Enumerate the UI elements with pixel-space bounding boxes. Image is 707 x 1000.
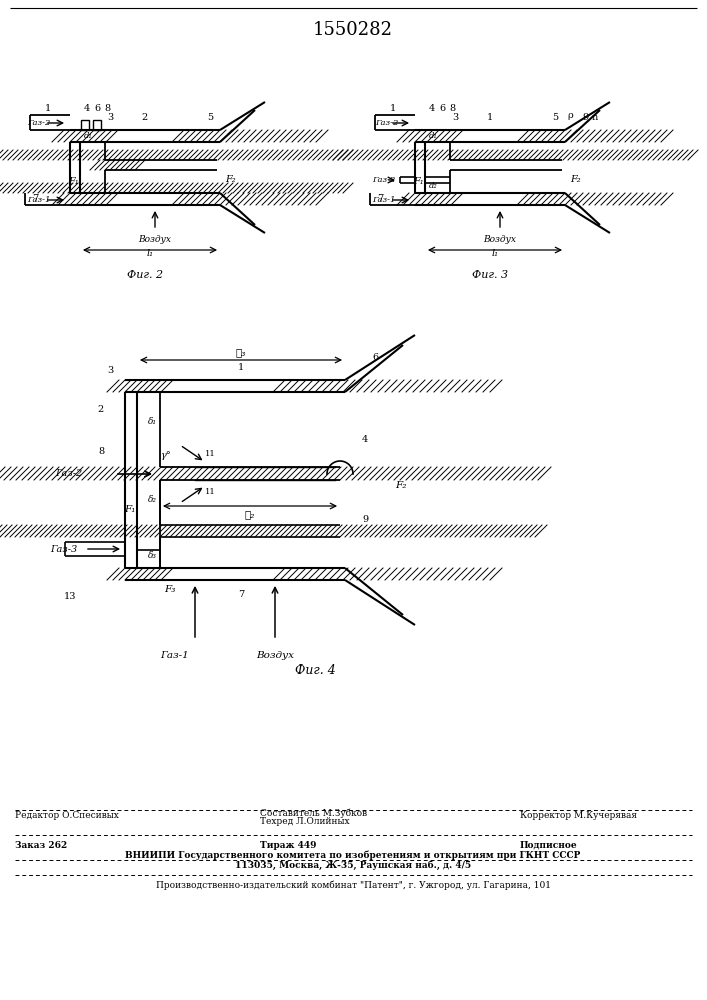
Text: d₁: d₁ — [428, 132, 438, 140]
Text: δ₂: δ₂ — [148, 495, 156, 504]
Text: Газ-2: Газ-2 — [375, 119, 398, 127]
Text: 4: 4 — [429, 104, 435, 113]
Text: F₁: F₁ — [68, 178, 78, 186]
Bar — [81, 120, 89, 130]
Text: δ₁: δ₁ — [148, 418, 156, 426]
Text: γ°: γ° — [160, 451, 170, 460]
Text: 1: 1 — [238, 363, 244, 372]
Text: 8: 8 — [98, 448, 104, 456]
Text: 2: 2 — [142, 113, 148, 122]
Text: Газ-1: Газ-1 — [372, 196, 395, 204]
Text: 9: 9 — [582, 113, 588, 122]
Text: 7: 7 — [238, 590, 244, 599]
Text: 1: 1 — [390, 104, 396, 113]
Text: Заказ 262: Заказ 262 — [15, 840, 67, 850]
Text: δ₃: δ₃ — [148, 552, 156, 560]
Text: Тираж 449: Тираж 449 — [260, 840, 317, 850]
Text: Корректор М.Кучерявая: Корректор М.Кучерявая — [520, 812, 637, 820]
Text: Газ-1: Газ-1 — [160, 650, 189, 660]
Text: F₂: F₂ — [570, 176, 580, 184]
Text: F₁: F₁ — [124, 506, 136, 514]
Text: 11: 11 — [204, 450, 216, 458]
Text: 8: 8 — [104, 104, 110, 113]
Text: 1550282: 1550282 — [313, 21, 393, 39]
Text: ρ: ρ — [567, 111, 573, 120]
Text: d₂: d₂ — [428, 182, 438, 190]
Text: Производственно-издательский комбинат "Патент", г. Ужгород, ул. Гагарина, 101: Производственно-издательский комбинат "П… — [156, 880, 551, 890]
Text: 5: 5 — [552, 113, 558, 122]
Text: Составитель М.Зубков: Составитель М.Зубков — [260, 808, 367, 818]
Text: 6: 6 — [372, 353, 378, 362]
Text: d₁: d₁ — [83, 132, 93, 140]
Text: 1: 1 — [487, 113, 493, 122]
Text: Газ-1: Газ-1 — [27, 196, 50, 204]
Text: 2: 2 — [98, 406, 104, 414]
Text: n: n — [592, 113, 598, 122]
Text: l₁: l₁ — [491, 249, 498, 258]
Text: 1: 1 — [45, 104, 51, 113]
Text: l₁: l₁ — [146, 249, 153, 258]
Text: 6: 6 — [439, 104, 445, 113]
Text: 4: 4 — [84, 104, 90, 113]
Text: Газ-2: Газ-2 — [27, 119, 50, 127]
Text: F₂: F₂ — [395, 481, 407, 489]
Text: 13: 13 — [64, 592, 76, 601]
Text: Фиг. 4: Фиг. 4 — [295, 664, 335, 676]
Text: Газ-2: Газ-2 — [55, 470, 82, 479]
Text: F₂: F₂ — [225, 176, 235, 184]
Text: ℓ₂: ℓ₂ — [245, 510, 255, 519]
Text: 11: 11 — [204, 488, 216, 496]
Text: F₁: F₁ — [413, 178, 423, 186]
Text: 7: 7 — [32, 194, 38, 203]
Text: Фиг. 2: Фиг. 2 — [127, 270, 163, 280]
Text: ℓ₃: ℓ₃ — [236, 348, 246, 357]
Text: ВНИИПИ Государственного комитета по изобретениям и открытиям при ГКНТ СССР: ВНИИПИ Государственного комитета по изоб… — [125, 850, 580, 860]
Text: 8: 8 — [449, 104, 455, 113]
Text: 5: 5 — [207, 113, 213, 122]
Text: Воздух: Воздух — [256, 650, 294, 660]
Text: Подписное: Подписное — [520, 840, 578, 850]
Text: Воздух: Воздух — [484, 235, 517, 244]
Text: 9: 9 — [362, 516, 368, 524]
Text: 6: 6 — [94, 104, 100, 113]
Text: F₃: F₃ — [164, 585, 175, 594]
Text: 3: 3 — [107, 113, 113, 122]
Text: Техред Л.Олийных: Техред Л.Олийных — [260, 818, 350, 826]
Text: Газ-3: Газ-3 — [50, 544, 77, 554]
Text: Фиг. 3: Фиг. 3 — [472, 270, 508, 280]
Text: Газ-2: Газ-2 — [372, 176, 395, 184]
Text: 4: 4 — [362, 436, 368, 444]
Text: 3: 3 — [452, 113, 458, 122]
Text: 7: 7 — [377, 194, 383, 203]
Text: Воздух: Воздух — [139, 235, 172, 244]
Bar — [93, 120, 101, 130]
Text: 113035, Москва, Ж-35, Раушская наб., д. 4/5: 113035, Москва, Ж-35, Раушская наб., д. … — [235, 860, 471, 870]
Text: 3: 3 — [107, 366, 113, 375]
Text: Редактор О.Спесивых: Редактор О.Спесивых — [15, 812, 119, 820]
